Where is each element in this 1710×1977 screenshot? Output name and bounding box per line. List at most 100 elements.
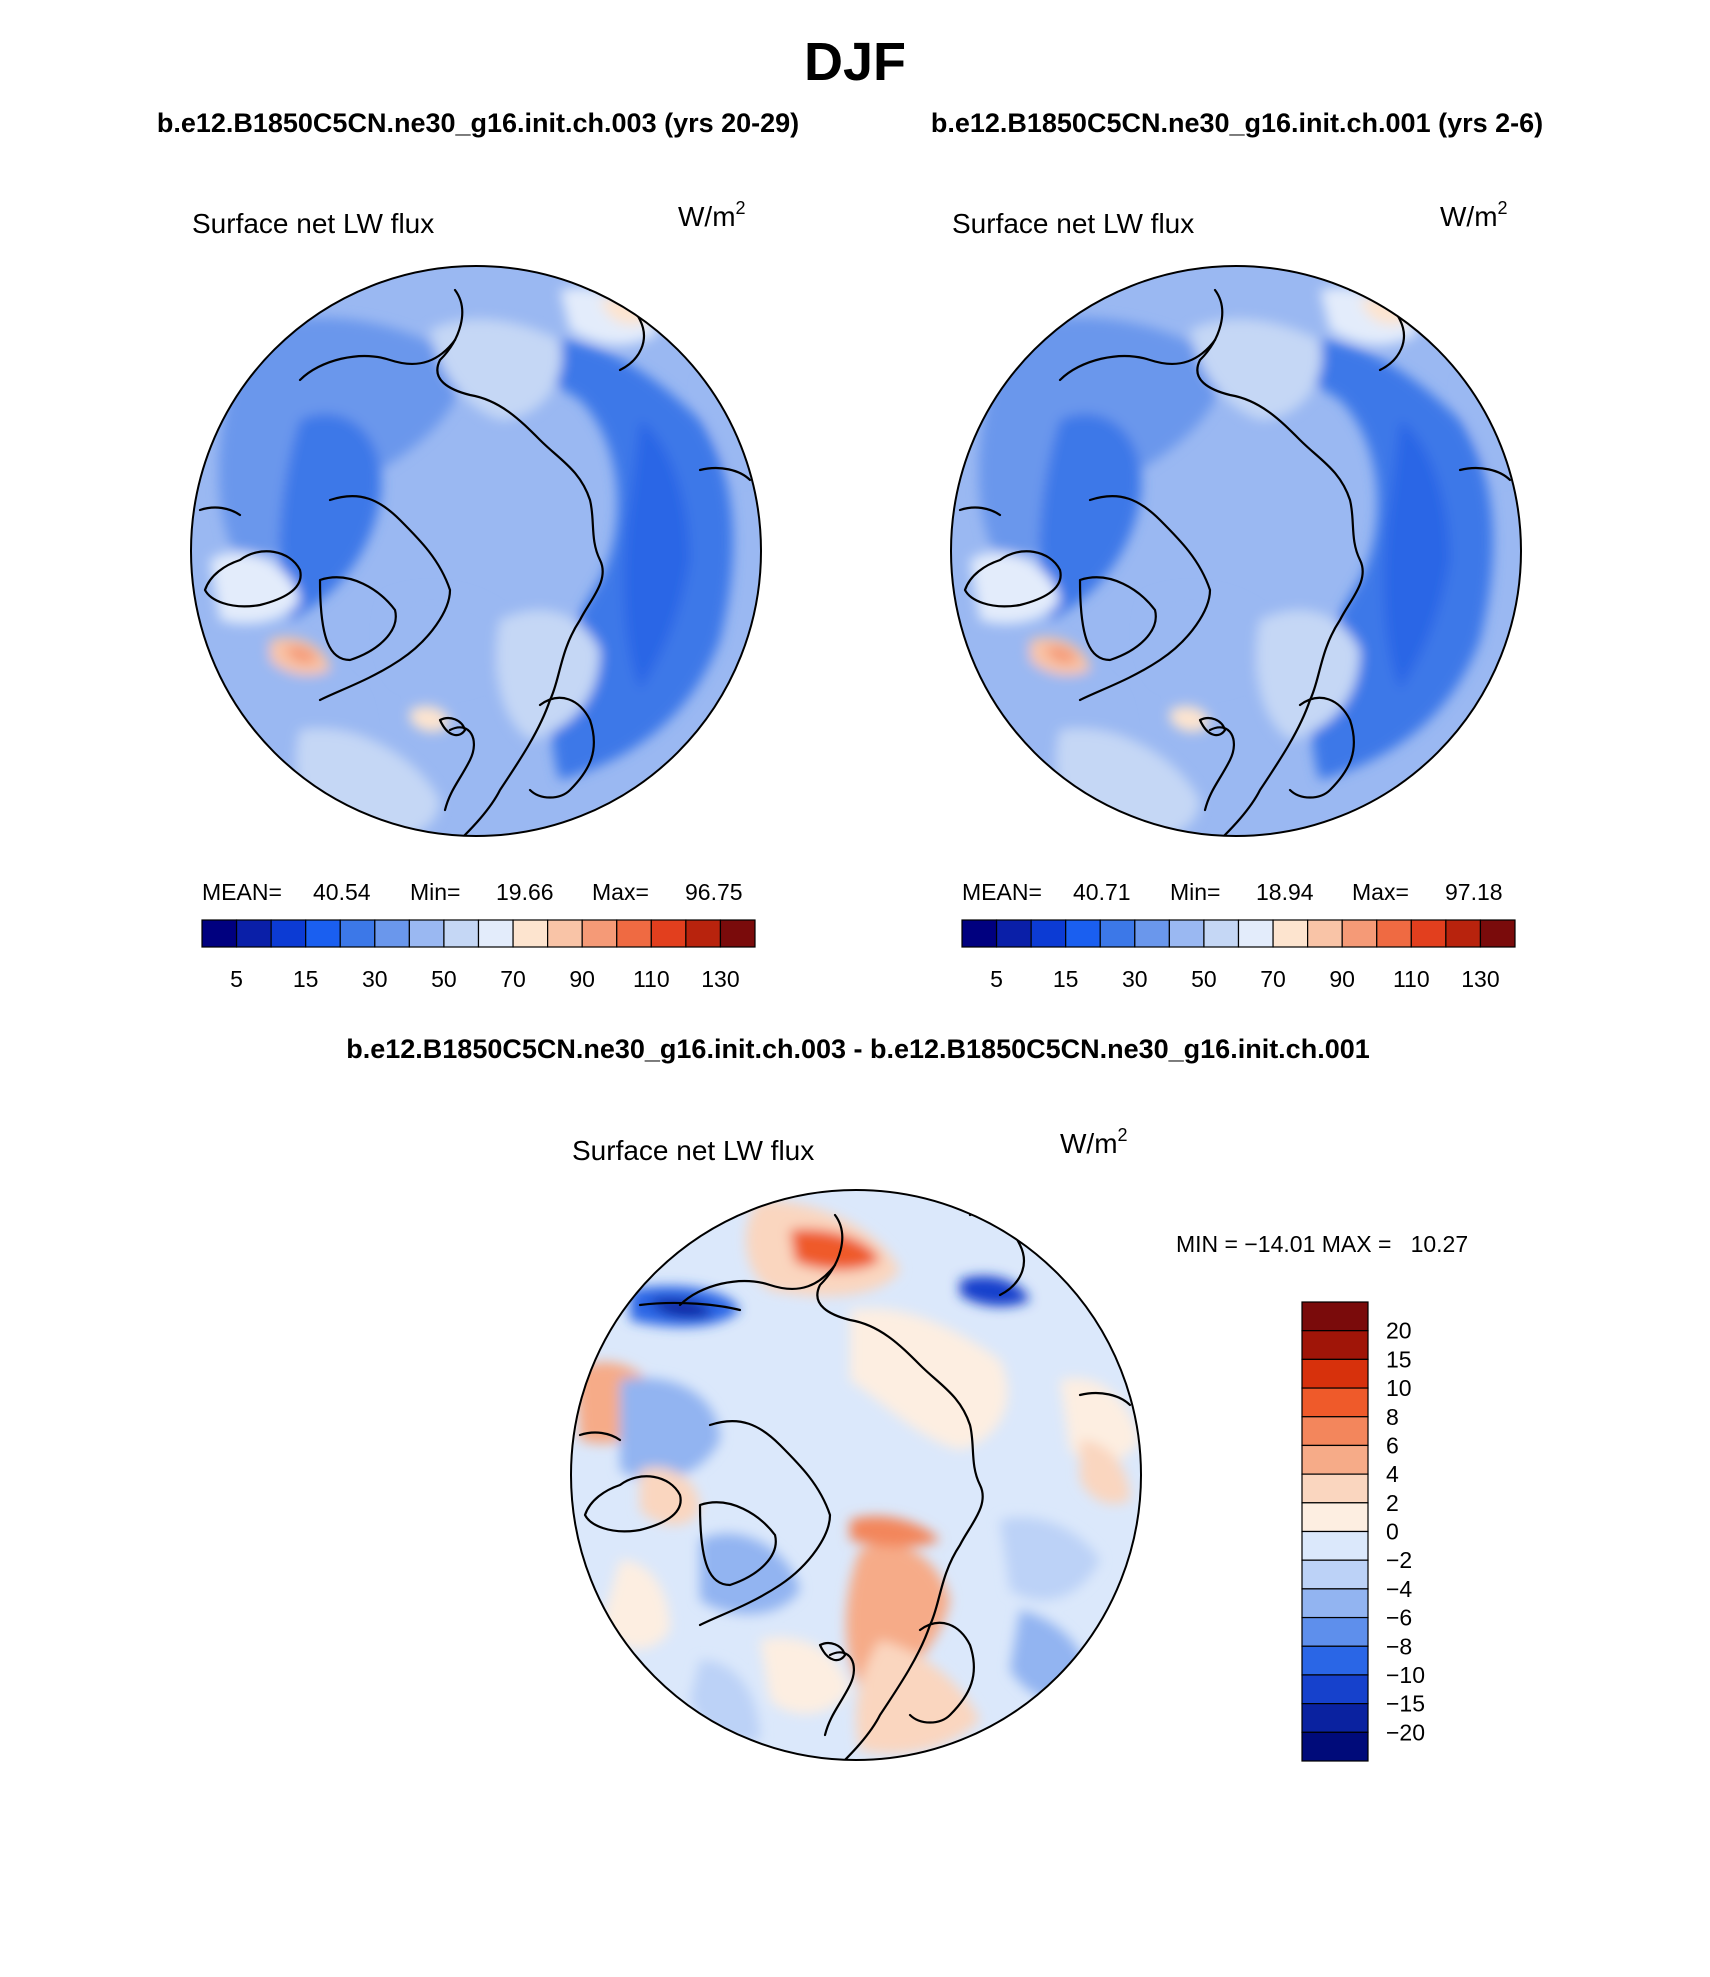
colorbar-tick-label: 20 <box>1386 1318 1412 1344</box>
panel-a-min-label: Min= <box>410 879 461 905</box>
panel-a-variable: Surface net LW flux <box>192 208 434 239</box>
colorbar-box <box>650 919 687 948</box>
colorbar-box <box>1301 1444 1369 1475</box>
panel-b-max-label: Max= <box>1352 879 1409 905</box>
panel-a-map <box>191 266 761 836</box>
colorbar-box <box>1301 1358 1369 1389</box>
colorbar-box <box>995 919 1032 948</box>
colorbar-tick-label: 70 <box>500 966 526 992</box>
colorbar-tick-label: 10 <box>1386 1375 1412 1401</box>
panel-b-units: W/m2 <box>1440 198 1508 232</box>
case-b-title: b.e12.B1850C5CN.ne30_g16.init.ch.001 (yr… <box>931 108 1543 138</box>
colorbar-tick-label: 70 <box>1260 966 1286 992</box>
colorbar-tick-label: 110 <box>1393 966 1430 992</box>
colorbar-box <box>477 919 514 948</box>
panel-a-max-value: 96.75 <box>685 879 743 905</box>
colorbar-tick-label: 130 <box>1461 966 1499 992</box>
panel-diff-units: W/m2 <box>1060 1125 1128 1159</box>
colorbar-box <box>1301 1473 1369 1504</box>
panel-diff-map <box>571 1190 1141 1760</box>
colorbar-box <box>1301 1559 1369 1590</box>
colorbar-tick-label: 90 <box>1329 966 1355 992</box>
panel-a-colorbar <box>201 919 756 948</box>
colorbar-box <box>1272 919 1309 948</box>
colorbar-box <box>1030 919 1067 948</box>
panel-b: Surface net LW flux W/m2 <box>950 198 1522 992</box>
panel-diff-colorbar <box>1301 1301 1369 1762</box>
panel-b-mean-label: MEAN= <box>962 879 1042 905</box>
case-a-title: b.e12.B1850C5CN.ne30_g16.init.ch.003 (yr… <box>157 108 799 138</box>
colorbar-tick-label: 15 <box>293 966 319 992</box>
colorbar-box <box>685 919 722 948</box>
panel-a: Surface net LW flux W/m2 <box>190 198 762 992</box>
colorbar-box <box>339 919 376 948</box>
colorbar-box <box>1301 1616 1369 1647</box>
panel-b-min-label: Min= <box>1170 879 1221 905</box>
panel-a-max-label: Max= <box>592 879 649 905</box>
colorbar-box <box>1445 919 1482 948</box>
panel-a-colorbar-ticks: 5 15 30 50 70 90 110 130 <box>230 966 739 992</box>
colorbar-box <box>1341 919 1378 948</box>
panel-a-units: W/m2 <box>678 198 746 232</box>
colorbar-tick-label: 8 <box>1386 1404 1399 1430</box>
colorbar-tick-label: 90 <box>569 966 595 992</box>
colorbar-box <box>270 919 307 948</box>
colorbar-box <box>1134 919 1170 948</box>
panel-a-mean-label: MEAN= <box>202 879 282 905</box>
colorbar-tick-label: −8 <box>1386 1633 1412 1659</box>
colorbar-tick-label: 0 <box>1386 1519 1399 1545</box>
colorbar-box <box>1301 1703 1369 1733</box>
colorbar-tick-label: 50 <box>431 966 457 992</box>
colorbar-box <box>1301 1530 1369 1561</box>
colorbar-tick-label: 110 <box>633 966 670 992</box>
panel-a-min-value: 19.66 <box>496 879 554 905</box>
colorbar-box <box>1301 1674 1369 1705</box>
colorbar-box <box>1065 919 1101 948</box>
colorbar-box <box>1301 1387 1369 1418</box>
colorbar-tick-label: 50 <box>1191 966 1217 992</box>
colorbar-tick-label: 30 <box>362 966 388 992</box>
colorbar-tick-label: −2 <box>1386 1547 1412 1573</box>
colorbar-box <box>374 919 410 948</box>
colorbar-box <box>547 919 583 948</box>
panel-b-variable: Surface net LW flux <box>952 208 1194 239</box>
colorbar-box <box>719 919 756 948</box>
colorbar-box <box>305 919 341 948</box>
panel-b-min-value: 18.94 <box>1256 879 1314 905</box>
colorbar-tick-label: −10 <box>1386 1662 1425 1688</box>
colorbar-box <box>1237 919 1274 948</box>
colorbar-box <box>581 919 618 948</box>
colorbar-tick-label: 4 <box>1386 1461 1399 1487</box>
colorbar-tick-label: 30 <box>1122 966 1148 992</box>
colorbar-box <box>1307 919 1343 948</box>
panel-a-mean-value: 40.54 <box>313 879 371 905</box>
colorbar-box <box>201 919 238 948</box>
colorbar-box <box>1301 1502 1369 1533</box>
diff-title: b.e12.B1850C5CN.ne30_g16.init.ch.003 - b… <box>346 1034 1370 1064</box>
colorbar-box <box>408 919 445 948</box>
panel-b-mean-value: 40.71 <box>1073 879 1131 905</box>
colorbar-box <box>512 919 549 948</box>
colorbar-tick-label: 5 <box>990 966 1003 992</box>
colorbar-box <box>1410 919 1447 948</box>
colorbar-box <box>1168 919 1205 948</box>
colorbar-box <box>1376 919 1412 948</box>
colorbar-tick-label: −4 <box>1386 1576 1412 1602</box>
colorbar-box <box>1479 919 1516 948</box>
colorbar-box <box>1301 1301 1369 1332</box>
colorbar-box <box>1301 1416 1369 1447</box>
panel-b-colorbar <box>961 919 1516 948</box>
colorbar-tick-label: −15 <box>1386 1691 1425 1717</box>
panel-b-map <box>951 266 1521 836</box>
colorbar-box <box>1301 1330 1369 1360</box>
colorbar-tick-label: −20 <box>1386 1719 1425 1745</box>
colorbar-box <box>1301 1588 1369 1619</box>
panel-b-colorbar-ticks: 5 15 30 50 70 90 110 130 <box>990 966 1499 992</box>
colorbar-tick-label: 15 <box>1053 966 1079 992</box>
colorbar-box <box>443 919 480 948</box>
colorbar-box <box>1203 919 1240 948</box>
colorbar-box <box>616 919 652 948</box>
colorbar-box <box>235 919 272 948</box>
